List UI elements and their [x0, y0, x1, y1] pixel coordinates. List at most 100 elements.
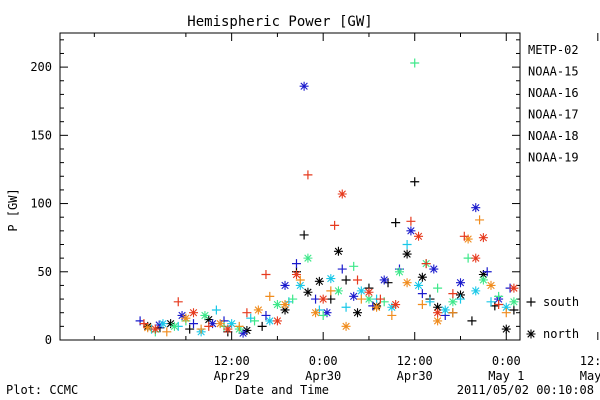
point-south: [490, 301, 500, 311]
point-south: [387, 310, 397, 320]
point-north: [387, 302, 397, 312]
point-north: [433, 308, 443, 318]
point-north: [471, 286, 481, 296]
point-north: [280, 300, 290, 310]
x-tick-time-label: 12:00: [580, 354, 600, 368]
point-north: [200, 310, 210, 320]
point-south: [242, 308, 252, 318]
star-marker-icon: [526, 329, 536, 339]
point-south: [417, 300, 427, 310]
point-south: [326, 286, 336, 296]
legend-item-noaa-17: NOAA-17: [528, 108, 579, 122]
point-south: [356, 294, 366, 304]
point-north: [356, 286, 366, 296]
point-north: [364, 294, 374, 304]
legend-item-noaa-18: NOAA-18: [528, 129, 579, 143]
y-tick-label: 100: [30, 197, 52, 211]
point-north: [303, 287, 313, 297]
point-south: [173, 297, 183, 307]
point-north: [166, 319, 176, 329]
point-south: [425, 297, 435, 307]
point-south: [341, 275, 351, 285]
point-south: [391, 218, 401, 228]
point-south: [311, 294, 321, 304]
point-north: [326, 274, 336, 284]
point-south: [341, 302, 351, 312]
point-north: [333, 246, 343, 256]
point-south: [349, 261, 359, 271]
point-north: [272, 316, 282, 326]
point-south: [501, 308, 511, 318]
point-north: [177, 310, 187, 320]
point-north: [406, 226, 416, 236]
point-south: [417, 289, 427, 299]
point-north: [223, 324, 233, 334]
point-south: [291, 259, 301, 269]
y-axis: 0 50 100 150 200: [30, 39, 520, 347]
point-north: [448, 297, 458, 307]
y-tick-label: 200: [30, 60, 52, 74]
point-south: [375, 294, 385, 304]
point-north: [364, 287, 374, 297]
point-north: [501, 302, 511, 312]
point-north: [486, 280, 496, 290]
point-south: [410, 58, 420, 68]
point-north: [394, 267, 404, 277]
point-south: [448, 308, 458, 318]
point-north: [143, 323, 153, 333]
point-south: [455, 294, 465, 304]
point-north: [204, 315, 214, 325]
point-north: [478, 233, 488, 243]
point-north: [188, 308, 198, 318]
point-north: [402, 278, 412, 288]
data-points: [135, 58, 519, 338]
point-north: [208, 319, 218, 329]
point-south: [402, 239, 412, 249]
x-axis-label: Date and Time: [235, 383, 329, 397]
legend-item-noaa-16: NOAA-16: [528, 86, 579, 100]
point-south: [410, 177, 420, 187]
point-south: [494, 300, 504, 310]
point-north: [295, 280, 305, 290]
point-south: [337, 264, 347, 274]
point-north: [337, 189, 347, 199]
point-south: [211, 305, 221, 315]
point-south: [288, 294, 298, 304]
point-north: [478, 275, 488, 285]
point-south: [188, 319, 198, 329]
point-north: [181, 313, 191, 323]
y-tick-label: 50: [38, 265, 52, 279]
point-south: [421, 259, 431, 269]
legend-item-noaa-15: NOAA-15: [528, 65, 579, 79]
x-tick-date-label: Apr29: [214, 369, 250, 383]
marker-legend: south north: [526, 295, 579, 341]
point-south: [326, 294, 336, 304]
point-north: [154, 320, 164, 330]
point-south: [509, 305, 519, 315]
point-north: [150, 324, 160, 334]
point-south: [486, 297, 496, 307]
point-north: [349, 291, 359, 301]
point-north: [311, 308, 321, 318]
y-tick-label: 0: [45, 333, 52, 347]
point-south: [261, 310, 271, 320]
point-north: [440, 305, 450, 315]
x-tick-date-label: Apr30: [305, 369, 341, 383]
point-north: [471, 203, 481, 213]
point-north: [417, 272, 427, 282]
point-north: [227, 319, 237, 329]
point-south: [463, 253, 473, 263]
point-north: [318, 294, 328, 304]
point-south: [318, 310, 328, 320]
point-north: [158, 319, 168, 329]
point-north: [242, 325, 252, 335]
y-axis-label: P [GW]: [6, 188, 20, 231]
legend: METP-02 NOAA-15 NOAA-16 NOAA-17 NOAA-18 NOAA-…: [528, 43, 579, 165]
point-north: [280, 305, 290, 315]
x-tick-time-label: 0:00: [492, 354, 521, 368]
point-south: [353, 275, 363, 285]
point-south: [330, 220, 340, 230]
series-noaa-18: [143, 215, 511, 337]
x-tick-date-label: May 1: [488, 369, 524, 383]
